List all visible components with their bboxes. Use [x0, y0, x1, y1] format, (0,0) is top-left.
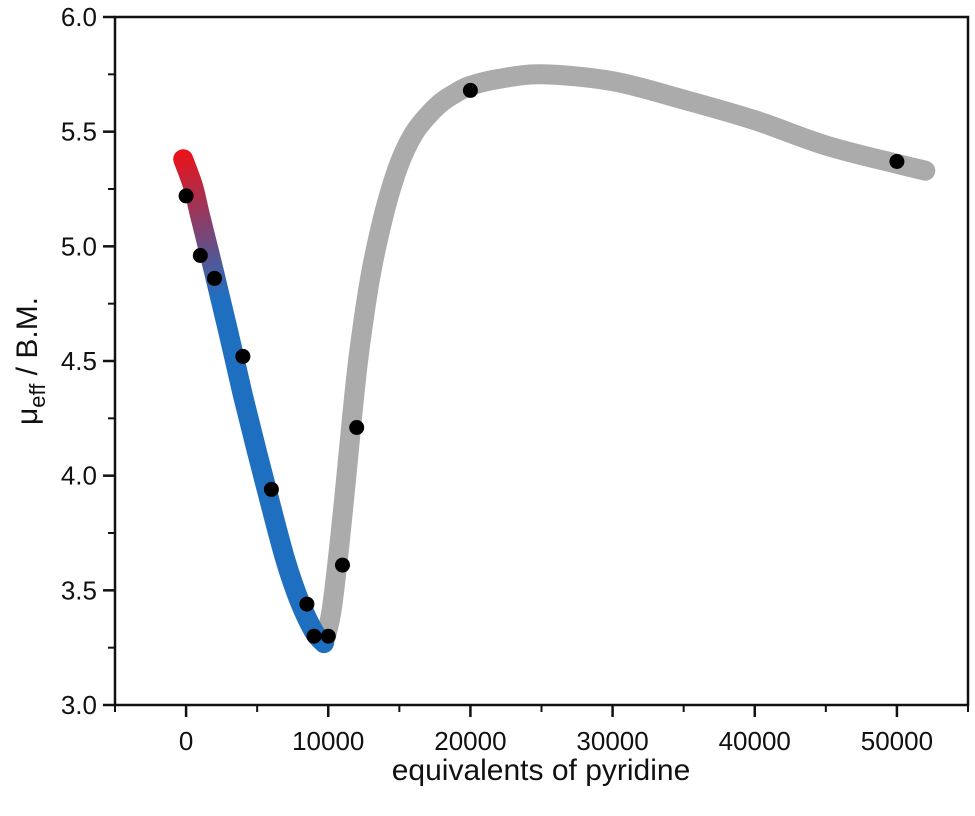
data-point — [192, 248, 208, 263]
trend-line-descending — [173, 149, 334, 654]
data-point — [462, 82, 478, 98]
y-axis: 3.0 3.5 4.0 4.5 5.0 5.5 6.0 — [61, 2, 115, 720]
x-tick-label: 50000 — [861, 726, 933, 756]
x-tick-label: 30000 — [576, 726, 648, 756]
x-tick-label: 40000 — [719, 726, 791, 756]
data-point — [306, 628, 322, 644]
data-point — [889, 154, 905, 169]
data-point — [235, 348, 251, 364]
data-point — [349, 420, 365, 435]
data-point — [320, 628, 336, 644]
y-tick-label: 3.0 — [61, 690, 97, 720]
trend-line-rising — [314, 64, 936, 654]
y-tick-label: 5.0 — [61, 231, 97, 261]
x-axis-label: equivalents of pyridine — [392, 754, 691, 787]
y-axis-label: μeff / B.M. — [11, 297, 50, 425]
x-tick-label: 0 — [179, 726, 193, 756]
data-point — [335, 557, 350, 573]
data-point — [263, 481, 279, 497]
y-axis-label-unit: / B.M. — [11, 297, 44, 384]
y-tick-label: 4.5 — [61, 346, 97, 376]
y-axis-label-subscript: eff — [25, 383, 50, 408]
x-tick-label: 10000 — [292, 726, 364, 756]
y-tick-label: 4.0 — [61, 461, 97, 491]
y-tick-label: 3.5 — [61, 575, 97, 605]
x-tick-label: 20000 — [434, 726, 506, 756]
y-tick-label: 5.5 — [61, 117, 97, 147]
y-tick-label: 6.0 — [61, 2, 97, 32]
x-axis: 0 10000 20000 30000 40000 50000 — [114, 705, 969, 756]
data-point — [299, 596, 315, 612]
data-point — [207, 270, 222, 286]
y-axis-label-symbol: μ — [11, 408, 44, 425]
plot-area — [173, 64, 936, 654]
data-point — [178, 188, 194, 204]
